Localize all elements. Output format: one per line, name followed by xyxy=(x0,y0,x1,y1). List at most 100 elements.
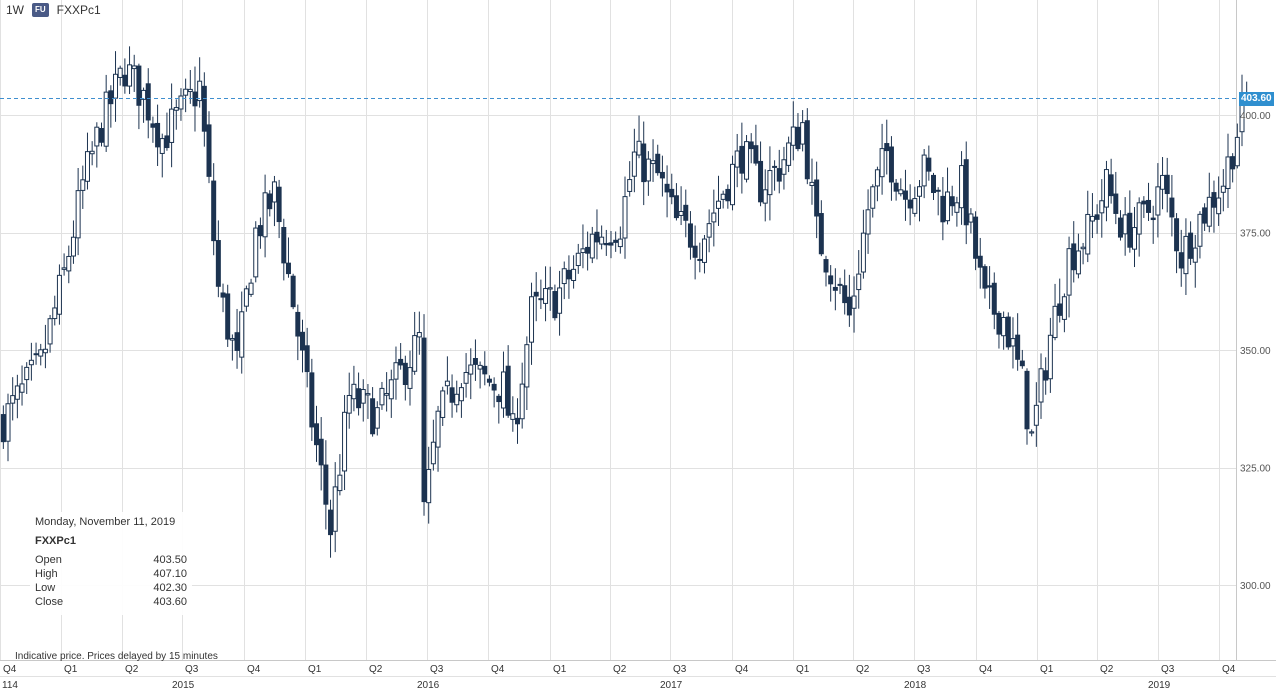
candle[interactable] xyxy=(477,361,483,389)
candle[interactable] xyxy=(622,176,628,259)
candle[interactable] xyxy=(837,277,843,295)
candle[interactable] xyxy=(706,209,712,253)
candle[interactable] xyxy=(585,231,591,271)
candle[interactable] xyxy=(24,362,30,394)
candle[interactable] xyxy=(912,186,918,217)
candle[interactable] xyxy=(113,51,119,122)
candle[interactable] xyxy=(33,342,39,365)
candle[interactable] xyxy=(1015,313,1021,371)
candle[interactable] xyxy=(973,211,979,271)
candle[interactable] xyxy=(262,174,268,258)
candle[interactable] xyxy=(229,334,235,361)
candle[interactable] xyxy=(412,311,418,375)
candle[interactable] xyxy=(66,245,72,284)
candle[interactable] xyxy=(393,346,399,400)
candle[interactable] xyxy=(365,383,371,419)
candle[interactable] xyxy=(42,324,48,369)
candle[interactable] xyxy=(496,393,502,424)
candle[interactable] xyxy=(463,353,469,398)
candle[interactable] xyxy=(1183,218,1189,295)
candle[interactable] xyxy=(145,68,151,139)
candle[interactable] xyxy=(52,295,58,326)
candle[interactable] xyxy=(309,358,315,441)
candle[interactable] xyxy=(519,362,525,429)
candle[interactable] xyxy=(571,255,577,289)
candle[interactable] xyxy=(730,155,736,211)
candle[interactable] xyxy=(290,273,296,310)
candle[interactable] xyxy=(753,124,759,166)
candle[interactable] xyxy=(164,112,170,151)
candle[interactable] xyxy=(1103,160,1109,222)
candle[interactable] xyxy=(108,85,114,128)
candle[interactable] xyxy=(407,350,413,406)
candle[interactable] xyxy=(444,356,450,395)
candle[interactable] xyxy=(482,351,488,386)
candle[interactable] xyxy=(1071,221,1077,283)
candle[interactable] xyxy=(711,189,717,247)
candle[interactable] xyxy=(795,113,801,152)
candle[interactable] xyxy=(337,454,343,496)
candle[interactable] xyxy=(1178,229,1184,287)
candle[interactable] xyxy=(552,284,558,321)
candle[interactable] xyxy=(977,237,983,289)
candle[interactable] xyxy=(1155,163,1161,238)
candle[interactable] xyxy=(800,110,806,152)
candle[interactable] xyxy=(1230,153,1236,183)
candle[interactable] xyxy=(430,419,436,471)
candle[interactable] xyxy=(486,375,492,387)
candle[interactable] xyxy=(356,372,362,416)
candle[interactable] xyxy=(1043,357,1049,395)
candle[interactable] xyxy=(533,272,539,322)
candle[interactable] xyxy=(127,46,133,95)
candle[interactable] xyxy=(234,308,240,369)
candle[interactable] xyxy=(1038,353,1044,419)
candle[interactable] xyxy=(767,146,773,221)
candle[interactable] xyxy=(1085,190,1091,263)
candle[interactable] xyxy=(1164,157,1170,213)
candle[interactable] xyxy=(543,266,549,322)
candle[interactable] xyxy=(1117,210,1123,241)
candle[interactable] xyxy=(669,173,675,205)
candle[interactable] xyxy=(823,255,829,287)
candle[interactable] xyxy=(720,190,726,209)
candle[interactable] xyxy=(150,116,156,143)
candle[interactable] xyxy=(89,141,95,166)
candle[interactable] xyxy=(1206,172,1212,233)
candle[interactable] xyxy=(94,122,100,168)
candle[interactable] xyxy=(1192,234,1198,288)
candle[interactable] xyxy=(1136,197,1142,257)
candle[interactable] xyxy=(295,304,301,361)
candle[interactable] xyxy=(687,211,693,260)
candle[interactable] xyxy=(772,160,778,191)
candle[interactable] xyxy=(1089,193,1095,239)
candle[interactable] xyxy=(285,237,291,278)
candle[interactable] xyxy=(215,220,221,298)
candle[interactable] xyxy=(968,208,974,234)
candle[interactable] xyxy=(370,387,376,437)
candle[interactable] xyxy=(982,264,988,299)
candle[interactable] xyxy=(1113,171,1119,225)
candle[interactable] xyxy=(183,78,189,113)
candle[interactable] xyxy=(893,179,899,201)
candle[interactable] xyxy=(257,217,263,249)
interval-label[interactable]: 1W xyxy=(6,3,24,17)
candle[interactable] xyxy=(758,141,764,207)
candle[interactable] xyxy=(70,220,76,264)
candle[interactable] xyxy=(159,133,165,178)
candle[interactable] xyxy=(56,264,62,325)
candle[interactable] xyxy=(655,144,661,176)
candle[interactable] xyxy=(243,285,249,312)
candle[interactable] xyxy=(1010,317,1016,369)
candle[interactable] xyxy=(169,83,175,168)
candle[interactable] xyxy=(1225,133,1231,208)
candle[interactable] xyxy=(832,268,838,311)
candle[interactable] xyxy=(673,183,679,221)
candle[interactable] xyxy=(1197,211,1203,259)
candle[interactable] xyxy=(1169,175,1175,237)
candle[interactable] xyxy=(84,132,90,190)
candle[interactable] xyxy=(1075,233,1081,279)
candle[interactable] xyxy=(5,393,11,462)
candle[interactable] xyxy=(963,141,969,245)
candle[interactable] xyxy=(276,179,282,239)
candle[interactable] xyxy=(814,161,820,239)
